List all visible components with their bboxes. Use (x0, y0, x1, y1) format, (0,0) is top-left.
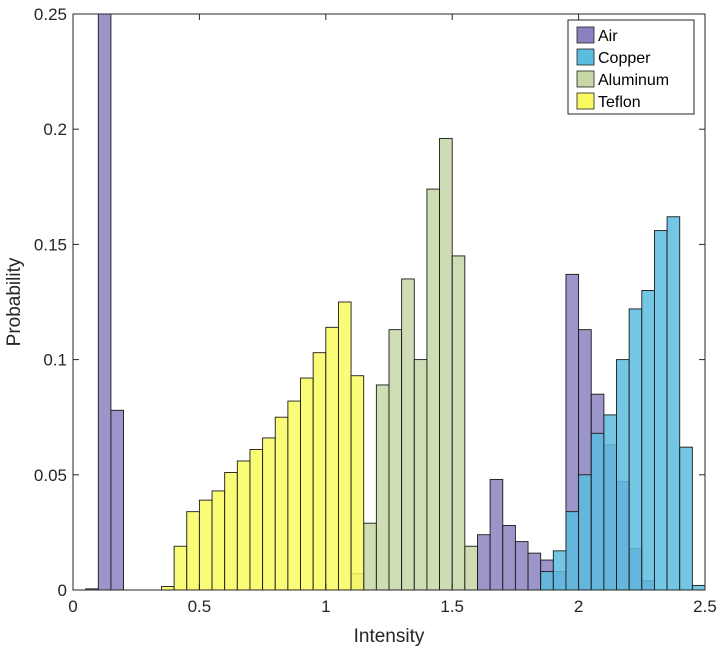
bar-teflon-0 (161, 586, 175, 591)
axes-layer (72, 13, 706, 591)
legend-entry-teflon: Teflon (576, 92, 641, 111)
legend-entry-aluminum: Aluminum (576, 70, 669, 89)
legend-label-aluminum: Aluminum (598, 72, 669, 89)
legend-entry-air: Air (576, 26, 618, 45)
bar-copper-5 (603, 414, 617, 591)
bar-air-3 (477, 534, 491, 591)
bar-copper-8 (641, 290, 655, 591)
bar-copper-10 (666, 216, 681, 591)
bar-air-1 (97, 13, 112, 591)
bar-air-7 (527, 552, 542, 591)
bar-copper-11 (679, 446, 693, 591)
y-axis-label: Probability (4, 257, 25, 346)
bar-aluminum-8 (451, 255, 466, 591)
bar-aluminum-7 (439, 137, 453, 591)
y-tick-label-0: 0 (58, 581, 67, 600)
x-tick-label-3: 1.5 (440, 597, 464, 616)
ticks-layer: 0 0.5 1 1.5 2 2.5 0 0.05 0.1 0.15 0.2 0.25 (34, 5, 717, 616)
legend-swatch-copper (576, 48, 595, 66)
series-teflon (161, 301, 365, 591)
bar-copper-2 (565, 511, 580, 591)
bar-teflon-8 (262, 437, 276, 591)
x-axis-label: Intensity (354, 626, 425, 647)
y-tick-label-4: 0.2 (43, 120, 67, 139)
bar-teflon-10 (287, 400, 301, 591)
y-tick-label-3: 0.15 (34, 235, 67, 254)
x-tick-label-1: 0.5 (188, 597, 212, 616)
bar-copper-9 (653, 230, 668, 591)
legend-label-copper: Copper (598, 50, 651, 67)
bar-teflon-5 (224, 472, 238, 591)
bar-copper-1 (552, 550, 567, 591)
bar-teflon-3 (198, 499, 213, 591)
bar-air-6 (514, 541, 529, 591)
bar-teflon-12 (312, 352, 327, 591)
x-tick-label-2: 1 (321, 597, 330, 616)
bar-teflon-15 (350, 375, 365, 591)
bar-aluminum-4 (401, 278, 415, 591)
bar-aluminum-3 (388, 329, 403, 591)
legend-entry-copper: Copper (576, 48, 651, 67)
x-tick-label-5: 2.5 (693, 597, 717, 616)
legend-label-air: Air (598, 28, 618, 45)
bar-copper-12 (691, 584, 706, 591)
bar-aluminum-6 (426, 188, 441, 591)
axes-box (72, 13, 706, 591)
series-aluminum (350, 137, 478, 591)
bar-teflon-4 (211, 490, 226, 591)
bar-teflon-1 (173, 545, 188, 591)
bar-teflon-13 (325, 326, 339, 591)
bar-copper-3 (578, 474, 592, 591)
bar-air-5 (502, 525, 516, 591)
bar-copper-7 (628, 308, 643, 591)
y-tick-label-2: 0.1 (43, 351, 67, 370)
bar-aluminum-9 (464, 545, 478, 591)
x-tick-label-0: 0 (68, 597, 77, 616)
bar-copper-0 (540, 571, 554, 591)
bar-aluminum-5 (413, 359, 428, 591)
bars-layer (85, 13, 706, 591)
bar-copper-4 (590, 432, 605, 591)
bar-air-2 (110, 409, 125, 591)
legend-swatch-air (576, 26, 595, 44)
bar-copper-6 (616, 359, 630, 591)
bar-aluminum-2 (375, 384, 390, 591)
legend-label-teflon: Teflon (598, 94, 641, 111)
y-tick-label-1: 0.05 (34, 466, 67, 485)
bar-teflon-14 (337, 301, 352, 591)
bar-teflon-9 (274, 416, 289, 591)
bar-teflon-11 (300, 377, 314, 591)
bar-air-4 (489, 478, 504, 591)
bar-teflon-2 (186, 511, 200, 591)
bar-teflon-6 (236, 460, 251, 591)
y-tick-label-5: 0.25 (34, 5, 67, 24)
bar-teflon-7 (249, 449, 264, 591)
series-copper (540, 216, 706, 591)
bar-aluminum-1 (363, 522, 377, 591)
legend-swatch-aluminum (576, 70, 595, 88)
legend-swatch-teflon (576, 92, 595, 110)
legend: Air Copper Aluminum Teflon (567, 19, 695, 115)
x-tick-label-4: 2 (574, 597, 583, 616)
